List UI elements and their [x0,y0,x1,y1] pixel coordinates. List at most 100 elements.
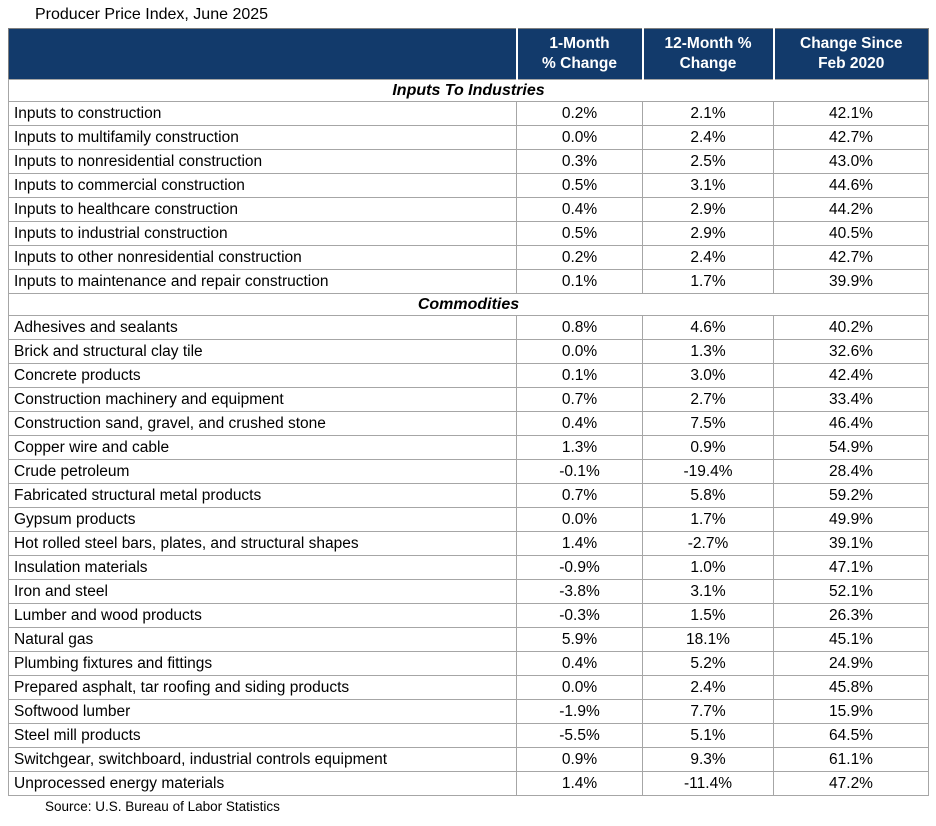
section-title: Commodities [8,293,929,316]
row-label: Softwood lumber [8,699,517,724]
row-value: 18.1% [642,627,774,652]
table-row: Inputs to multifamily construction 0.0% 2.… [8,125,929,150]
row-value: 0.2% [516,101,643,126]
row-value: -3.8% [516,579,643,604]
ppi-table: 1-Month % Change 12-Month % Change Chang… [8,28,929,796]
row-value: 2.5% [642,149,774,174]
row-value: 47.2% [773,771,929,796]
row-value: -1.9% [516,699,643,724]
row-value: 1.7% [642,269,774,294]
row-value: 7.5% [642,411,774,436]
row-label: Inputs to other nonresidential construct… [8,245,517,270]
table-row: Copper wire and cable 1.3% 0.9% 54.9% [8,435,929,460]
row-value: 40.5% [773,221,929,246]
table-row: Inputs to nonresidential construction 0.3… [8,149,929,174]
row-value: 61.1% [773,747,929,772]
table-row: Concrete products 0.1% 3.0% 42.4% [8,363,929,388]
row-label: Inputs to maintenance and repair constru… [8,269,517,294]
row-value: 0.4% [516,651,643,676]
table-row: Steel mill products -5.5% 5.1% 64.5% [8,723,929,748]
row-value: 42.4% [773,363,929,388]
row-value: 2.7% [642,387,774,412]
column-header-row: 1-Month % Change 12-Month % Change Chang… [8,28,929,80]
row-value: 54.9% [773,435,929,460]
table-row: Inputs to industrial construction 0.5% 2.9… [8,221,929,246]
row-value: 9.3% [642,747,774,772]
header-line: Feb 2020 [818,55,885,72]
row-label: Brick and structural clay tile [8,339,517,364]
row-value: 59.2% [773,483,929,508]
header-line: Change [679,55,737,72]
row-value: 0.9% [642,435,774,460]
row-value: 2.9% [642,221,774,246]
row-value: 1.7% [642,507,774,532]
row-label: Inputs to construction [8,101,517,126]
table-row: Hot rolled steel bars, plates, and struc… [8,531,929,556]
table-row: Inputs to maintenance and repair constru… [8,269,929,294]
row-value: 39.9% [773,269,929,294]
row-value: 28.4% [773,459,929,484]
table-row: Plumbing fixtures and fittings 0.4% 5.2% 24… [8,651,929,676]
section-header-row: Commodities [8,293,929,316]
row-label: Fabricated structural metal products [8,483,517,508]
row-value: 0.0% [516,125,643,150]
row-value: 2.4% [642,245,774,270]
table-row: Iron and steel -3.8% 3.1% 52.1% [8,579,929,604]
table-row: Gypsum products 0.0% 1.7% 49.9% [8,507,929,532]
row-value: 1.5% [642,603,774,628]
table-row: Softwood lumber -1.9% 7.7% 15.9% [8,699,929,724]
row-value: 44.6% [773,173,929,198]
row-label: Inputs to industrial construction [8,221,517,246]
row-value: 15.9% [773,699,929,724]
row-value: 2.4% [642,675,774,700]
row-value: 42.1% [773,101,929,126]
table-row: Inputs to construction 0.2% 2.1% 42.1% [8,101,929,126]
row-value: 42.7% [773,245,929,270]
row-label: Construction machinery and equipment [8,387,517,412]
table-row: Prepared asphalt, tar roofing and siding… [8,675,929,700]
header-cell-change-since-feb2020: Change Since Feb 2020 [772,28,929,80]
section-header-row: Inputs To Industries [8,79,929,102]
row-value: 7.7% [642,699,774,724]
page-title: Producer Price Index, June 2025 [35,6,269,23]
row-label: Switchgear, switchboard, industrial cont… [8,747,517,772]
row-label: Natural gas [8,627,517,652]
header-cell-blank [8,28,517,80]
row-label: Adhesives and sealants [8,315,517,340]
row-value: -0.1% [516,459,643,484]
row-value: -0.9% [516,555,643,580]
table-row: Construction machinery and equipment 0.7%… [8,387,929,412]
row-value: 0.5% [516,221,643,246]
row-value: -11.4% [642,771,774,796]
row-value: 0.0% [516,507,643,532]
row-value: 43.0% [773,149,929,174]
header-line: Change Since [800,35,903,52]
row-value: -5.5% [516,723,643,748]
row-value: 0.2% [516,245,643,270]
table-body: Inputs To Industries Inputs to constructi… [8,79,929,796]
row-label: Crude petroleum [8,459,517,484]
row-label: Insulation materials [8,555,517,580]
row-value: 49.9% [773,507,929,532]
row-value: 5.8% [642,483,774,508]
table-row: Inputs to other nonresidential construct… [8,245,929,270]
table-row: Unprocessed energy materials 1.4% -11.4% 47… [8,771,929,796]
row-label: Copper wire and cable [8,435,517,460]
section-title: Inputs To Industries [8,79,929,102]
row-value: 42.7% [773,125,929,150]
row-value: 5.2% [642,651,774,676]
row-value: 0.7% [516,387,643,412]
row-value: 0.3% [516,149,643,174]
row-value: 46.4% [773,411,929,436]
source-note: Source: U.S. Bureau of Labor Statistics [45,799,280,814]
row-value: 0.4% [516,411,643,436]
row-value: 0.0% [516,675,643,700]
row-label: Concrete products [8,363,517,388]
row-label: Hot rolled steel bars, plates, and struc… [8,531,517,556]
row-value: -19.4% [642,459,774,484]
row-value: 3.1% [642,173,774,198]
row-value: 47.1% [773,555,929,580]
row-value: 0.4% [516,197,643,222]
row-value: 1.4% [516,771,643,796]
row-value: 3.0% [642,363,774,388]
